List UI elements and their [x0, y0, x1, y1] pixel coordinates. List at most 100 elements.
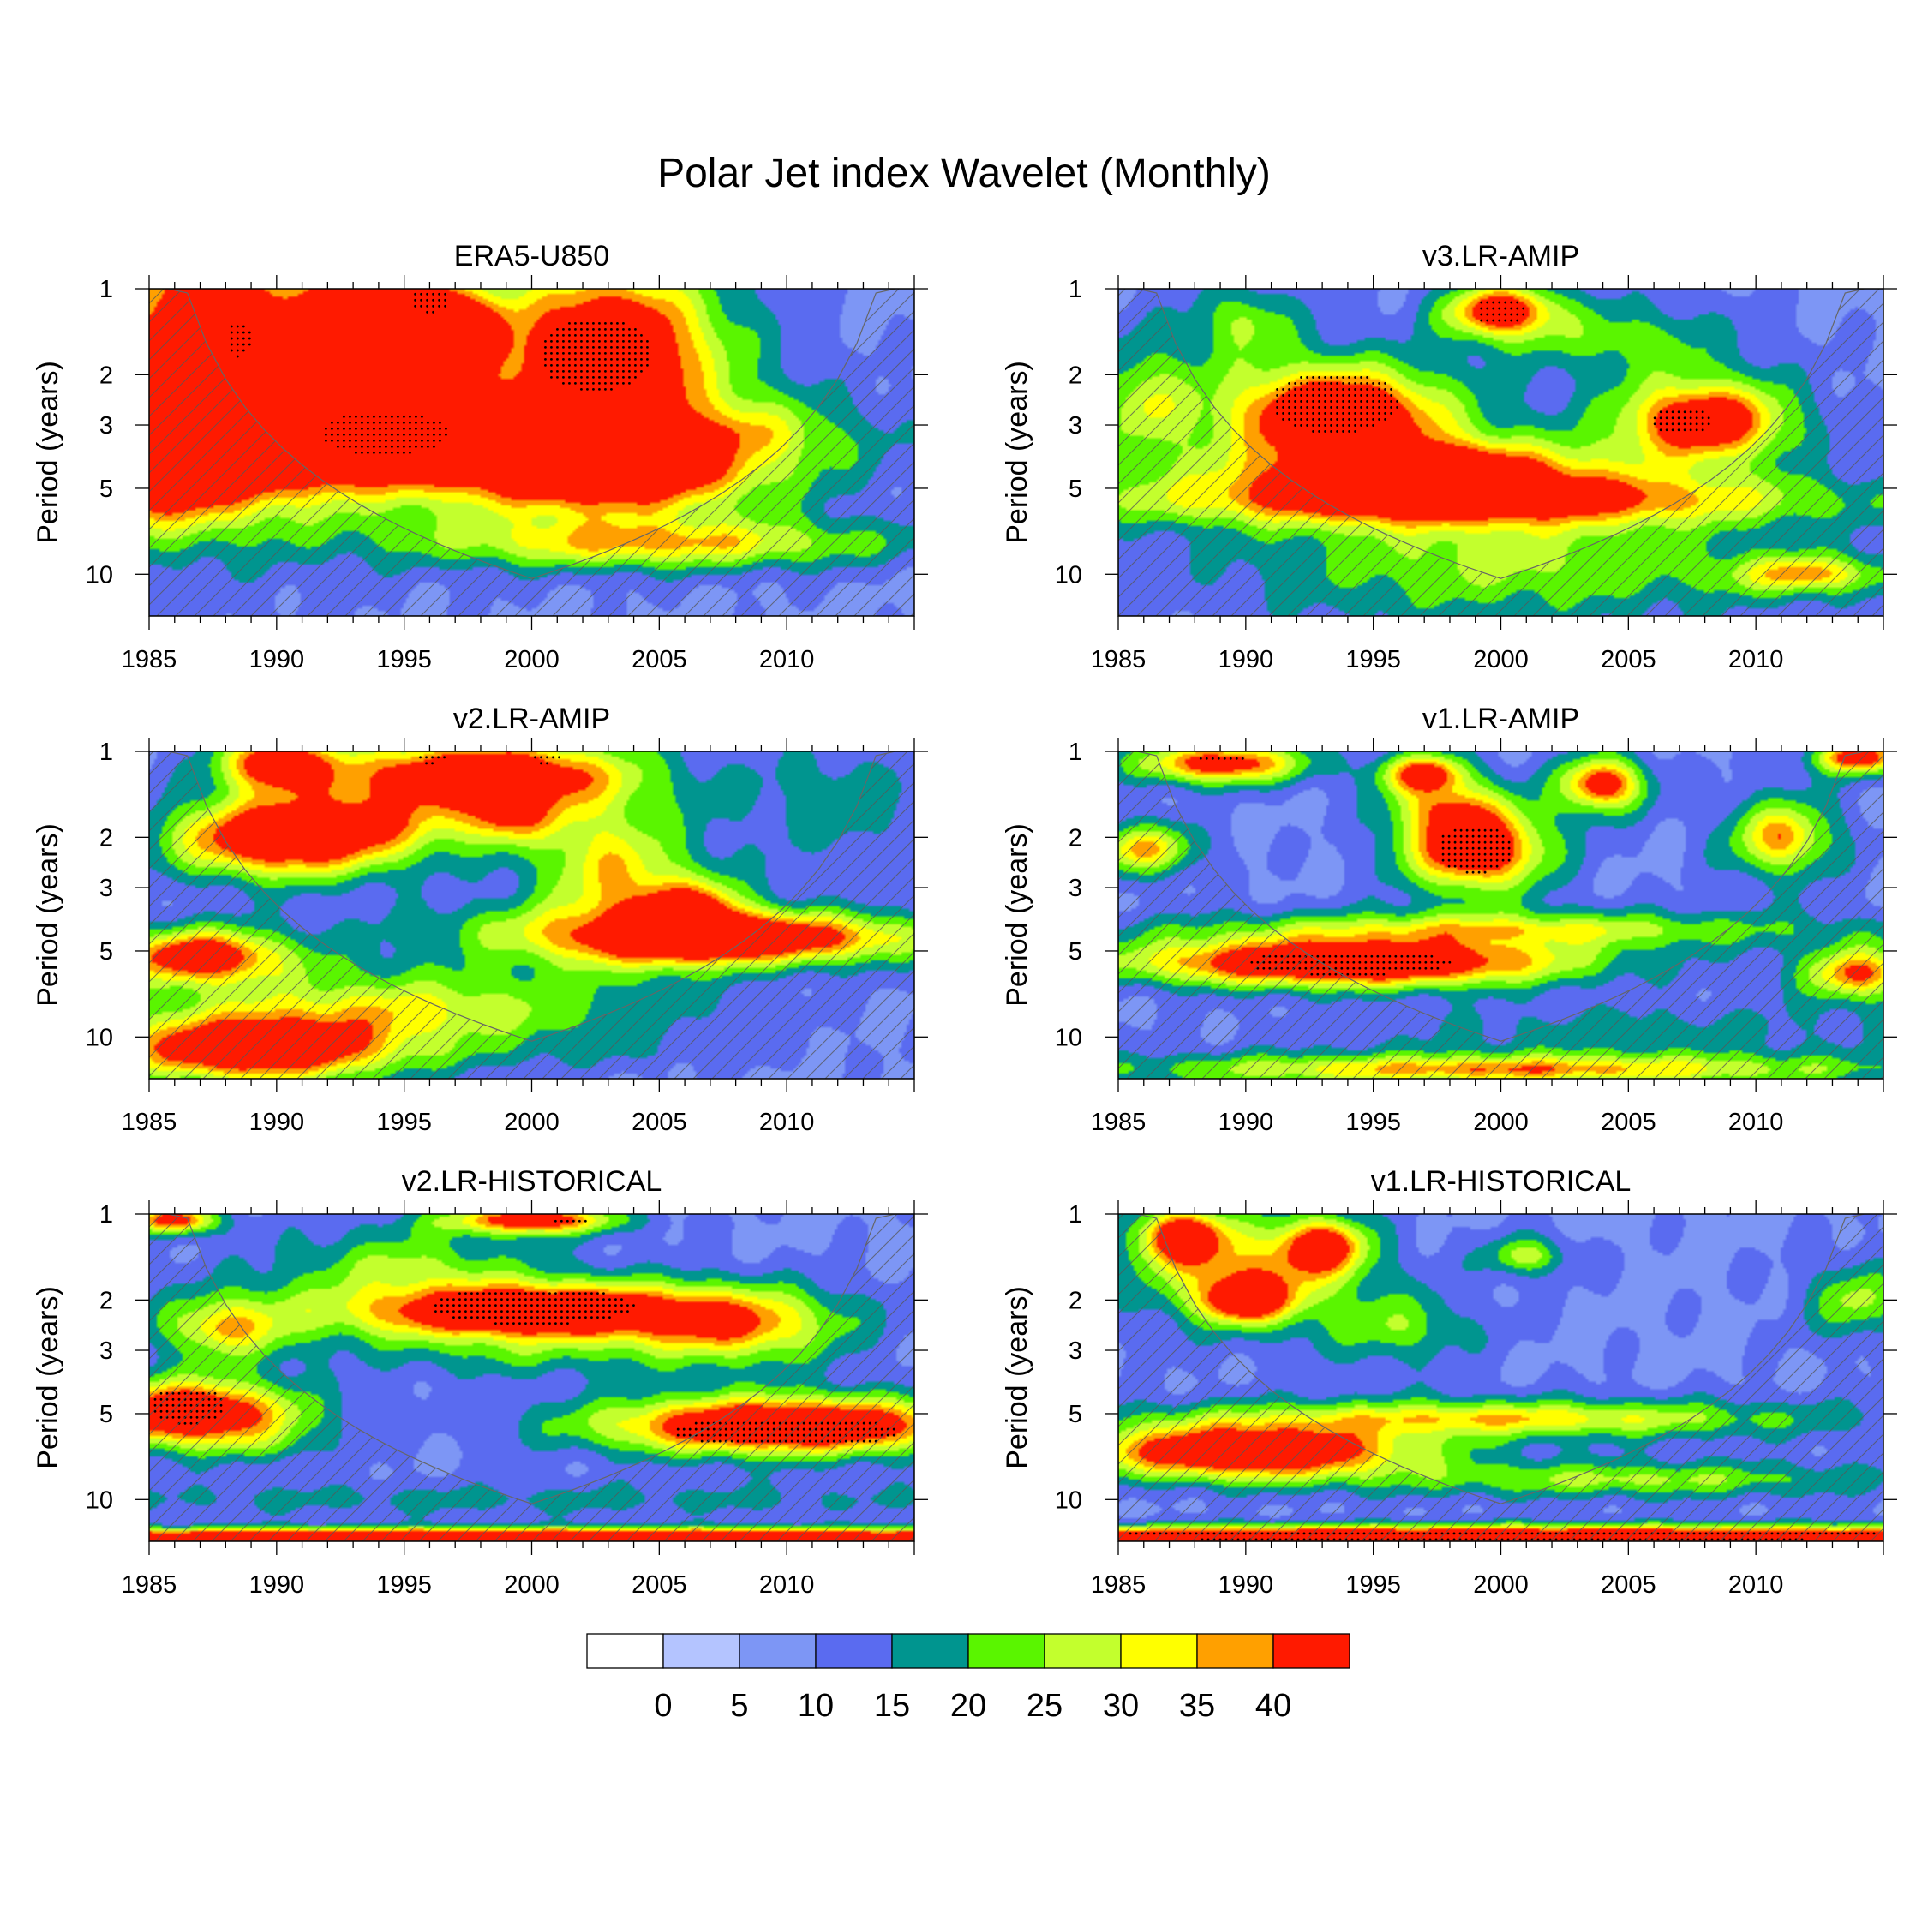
y-tick-label: 1: [1069, 739, 1082, 766]
x-tick-label: 2005: [632, 646, 687, 673]
x-tick-label: 2000: [1473, 1571, 1529, 1599]
x-tick-label: 1990: [249, 646, 305, 673]
main-title: Polar Jet index Wavelet (Monthly): [657, 151, 1271, 196]
panel-title: v2.LR-HISTORICAL: [402, 1165, 662, 1198]
colorbar-label: 35: [1179, 1688, 1215, 1724]
cone-of-influence: [1118, 289, 1883, 616]
colorbar-swatch: [662, 1633, 740, 1669]
x-tick-label: 1995: [376, 646, 432, 673]
y-tick-label: 1: [99, 739, 113, 766]
y-tick-label: 2: [99, 1287, 113, 1314]
x-tick-label: 2010: [1728, 1571, 1784, 1599]
significance-stipple: [1276, 301, 1710, 433]
y-tick-label: 5: [99, 938, 113, 966]
x-tick-label: 2000: [504, 646, 560, 673]
cone-of-influence: [149, 289, 914, 616]
x-tick-label: 1995: [376, 1571, 432, 1599]
y-axis-label: Period (years): [32, 361, 64, 544]
x-tick-label: 2005: [632, 1571, 687, 1599]
x-tick-label: 1985: [1091, 1571, 1147, 1599]
cone-of-influence: [1118, 751, 1883, 1079]
colorbar-swatch: [1120, 1633, 1198, 1669]
x-tick-label: 2010: [759, 1109, 815, 1136]
colorbar-swatch: [1044, 1633, 1122, 1669]
x-tick-label: 1995: [376, 1109, 432, 1136]
x-tick-label: 2010: [759, 646, 815, 673]
colorbar-label: 0: [654, 1688, 672, 1724]
significance-stipple: [419, 756, 560, 765]
x-tick-label: 2000: [504, 1109, 560, 1136]
y-tick-label: 5: [1069, 938, 1082, 966]
y-tick-label: 2: [1069, 362, 1082, 389]
x-tick-label: 1990: [1218, 1571, 1274, 1599]
panel-title: ERA5-U850: [454, 240, 609, 272]
y-axis-label: Period (years): [1001, 1286, 1033, 1469]
colorbar-swatch: [891, 1633, 969, 1669]
y-tick-label: 10: [1055, 1486, 1082, 1514]
colorbar-swatch: [739, 1633, 817, 1669]
colorbar-swatch: [815, 1633, 893, 1669]
y-tick-label: 10: [1055, 561, 1082, 589]
colorbar-label: 25: [1027, 1688, 1063, 1724]
y-tick-label: 2: [99, 824, 113, 852]
x-tick-label: 1990: [249, 1109, 305, 1136]
x-tick-label: 1990: [249, 1571, 305, 1599]
y-tick-label: 2: [1069, 1287, 1082, 1314]
colorbar-label: 40: [1255, 1688, 1291, 1724]
y-tick-label: 10: [1055, 1024, 1082, 1051]
x-tick-label: 2005: [1601, 1571, 1656, 1599]
x-tick-label: 1985: [122, 646, 177, 673]
y-tick-label: 3: [1069, 875, 1082, 902]
colorbar-swatch: [1196, 1633, 1274, 1669]
y-tick-label: 10: [86, 561, 113, 589]
y-tick-label: 1: [1069, 276, 1082, 303]
x-tick-label: 1995: [1345, 646, 1401, 673]
x-tick-label: 2005: [1601, 646, 1656, 673]
colorbar-label: 20: [950, 1688, 986, 1724]
y-tick-label: 3: [99, 412, 113, 440]
cone-of-influence: [149, 1214, 914, 1541]
x-tick-label: 2010: [1728, 646, 1784, 673]
colorbar-label: 5: [730, 1688, 748, 1724]
y-axis-label: Period (years): [1001, 361, 1033, 544]
x-tick-label: 1990: [1218, 1109, 1274, 1136]
y-tick-label: 10: [86, 1024, 113, 1051]
x-tick-label: 1985: [1091, 1109, 1147, 1136]
y-tick-label: 2: [99, 362, 113, 389]
x-tick-label: 2000: [1473, 646, 1529, 673]
panel-title: v2.LR-AMIP: [453, 703, 610, 735]
cone-of-influence: [149, 751, 914, 1079]
colorbar-swatch: [586, 1633, 664, 1669]
x-tick-label: 2005: [632, 1109, 687, 1136]
y-tick-label: 1: [1069, 1201, 1082, 1229]
y-tick-label: 5: [1069, 1401, 1082, 1428]
panel-title: v3.LR-AMIP: [1422, 240, 1579, 272]
y-tick-label: 5: [1069, 476, 1082, 503]
colorbar-swatch: [967, 1633, 1045, 1669]
y-tick-label: 5: [99, 476, 113, 503]
panel-title: v1.LR-AMIP: [1422, 703, 1579, 735]
x-tick-label: 2005: [1601, 1109, 1656, 1136]
colorbar: 0 5 10 15 20 25 30 35 40: [586, 1633, 1350, 1724]
panel-title: v1.LR-HISTORICAL: [1371, 1165, 1632, 1198]
significance-stipple: [230, 292, 649, 454]
y-tick-label: 3: [1069, 412, 1082, 440]
y-axis-label: Period (years): [32, 823, 64, 1007]
colorbar-label: 15: [874, 1688, 910, 1724]
y-axis-label: Period (years): [32, 1286, 64, 1469]
x-tick-label: 2000: [1473, 1109, 1529, 1136]
colorbar-label: 10: [798, 1688, 834, 1724]
y-tick-label: 10: [86, 1486, 113, 1514]
colorbar-label: 30: [1103, 1688, 1139, 1724]
y-tick-label: 1: [99, 276, 113, 303]
x-tick-label: 2010: [759, 1571, 815, 1599]
y-tick-label: 5: [99, 1401, 113, 1428]
x-tick-label: 1985: [122, 1109, 177, 1136]
x-tick-label: 1990: [1218, 646, 1274, 673]
x-tick-label: 2000: [504, 1571, 560, 1599]
y-tick-label: 3: [1069, 1337, 1082, 1365]
colorbar-swatch: [1272, 1633, 1350, 1669]
y-axis-label: Period (years): [1001, 823, 1033, 1007]
